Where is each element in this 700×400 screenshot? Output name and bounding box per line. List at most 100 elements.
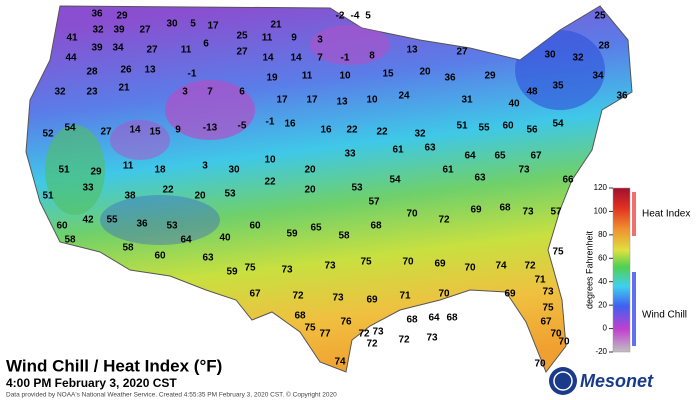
station-value: -4	[351, 11, 360, 22]
legend-tick-label: 20	[598, 300, 607, 309]
station-value: 19	[266, 73, 278, 84]
station-value: 25	[594, 11, 606, 22]
station-value: 68	[499, 203, 511, 214]
station-value: 48	[526, 87, 538, 98]
legend-tick-label: 80	[598, 230, 607, 239]
station-value: 57	[368, 197, 380, 208]
station-value: 57	[550, 207, 562, 218]
title: Wind Chill / Heat Index (°F)	[6, 356, 222, 375]
station-value: 70	[464, 263, 476, 274]
station-value: 69	[504, 289, 516, 300]
station-value: 53	[351, 183, 363, 194]
station-value: 59	[226, 267, 238, 278]
station-value: 3	[202, 161, 208, 172]
station-value: 36	[444, 73, 456, 84]
station-value: 38	[124, 191, 136, 202]
station-value: 72	[398, 335, 410, 346]
wind-chill-label: Wind Chill	[642, 310, 687, 321]
legend-tick-label: -20	[595, 347, 607, 356]
station-value: 77	[319, 329, 331, 340]
station-value: 9	[291, 33, 297, 44]
station-value: 22	[162, 185, 174, 196]
station-value: 33	[344, 149, 356, 160]
station-value: 34	[112, 43, 124, 54]
station-value: 17	[207, 21, 219, 32]
station-value: 58	[64, 235, 76, 246]
station-value: 75	[552, 247, 564, 258]
station-value: 58	[338, 231, 350, 242]
station-value: 64	[464, 151, 476, 162]
station-value: 14	[129, 125, 141, 136]
station-value: 30	[544, 50, 556, 61]
station-value: 66	[562, 175, 574, 186]
station-value: 5	[365, 11, 371, 22]
station-value: 25	[236, 31, 248, 42]
station-value: 73	[518, 165, 530, 176]
station-value: 73	[426, 333, 438, 344]
station-value: 74	[334, 357, 346, 368]
station-value: 21	[118, 83, 130, 94]
station-value: 10	[264, 155, 276, 166]
station-value: 68	[370, 221, 382, 232]
station-value: 60	[56, 221, 68, 232]
station-value: 36	[136, 219, 148, 230]
station-value: 32	[414, 129, 426, 140]
station-value: 54	[64, 123, 76, 134]
station-value: 63	[424, 143, 436, 154]
station-value: 68	[446, 313, 458, 324]
station-value: 22	[346, 125, 358, 136]
station-value: 13	[406, 45, 418, 56]
station-value: 70	[558, 337, 570, 348]
station-value: 63	[474, 173, 486, 184]
station-value: 68	[406, 315, 418, 326]
station-value: 29	[90, 167, 102, 178]
station-value: 54	[552, 119, 564, 130]
station-value: 32	[92, 25, 104, 36]
station-value: 67	[249, 289, 261, 300]
station-value: 74	[495, 261, 507, 272]
credit: Data provided by NOAA's National Weather…	[6, 391, 337, 399]
station-value: 11	[302, 71, 313, 82]
station-value: 11	[262, 33, 273, 44]
station-value: 7	[207, 87, 213, 98]
station-value: 30	[166, 19, 178, 30]
station-value: 11	[181, 45, 192, 56]
station-value: 29	[484, 71, 496, 82]
station-value: -2	[336, 11, 345, 22]
station-value: 73	[522, 207, 534, 218]
station-value: 30	[228, 165, 240, 176]
station-value: 54	[389, 175, 401, 186]
station-value: 65	[310, 223, 322, 234]
heat-index-label: Heat Index	[642, 209, 690, 220]
station-value: 17	[306, 95, 318, 106]
station-value: 56	[526, 125, 538, 136]
station-value: 41	[66, 33, 78, 44]
station-value: 28	[86, 67, 98, 78]
station-value: 73	[281, 265, 293, 276]
station-value: 20	[304, 165, 316, 176]
station-value: 73	[372, 327, 384, 338]
station-value: 27	[100, 127, 112, 138]
station-value: 53	[224, 189, 236, 200]
station-value: 15	[382, 69, 394, 80]
station-value: 63	[202, 253, 214, 264]
station-value: 32	[54, 87, 66, 98]
station-value: 44	[65, 53, 77, 64]
station-value: 72	[524, 261, 536, 272]
station-value: 29	[116, 11, 128, 22]
station-value: 7	[317, 53, 323, 64]
station-value: -5	[238, 121, 247, 132]
station-value: 27	[236, 47, 248, 58]
station-value: 17	[276, 95, 288, 106]
map	[25, 5, 633, 373]
logo-text: Mesonet	[580, 371, 654, 391]
station-value: 35	[552, 81, 564, 92]
station-value: 64	[428, 313, 440, 324]
station-value: 67	[540, 317, 552, 328]
station-value: 72	[366, 339, 378, 350]
station-value: 20	[194, 191, 206, 202]
station-value: 20	[419, 67, 431, 78]
station-value: 61	[442, 165, 454, 176]
station-value: 16	[284, 119, 296, 130]
station-value: 71	[399, 291, 411, 302]
